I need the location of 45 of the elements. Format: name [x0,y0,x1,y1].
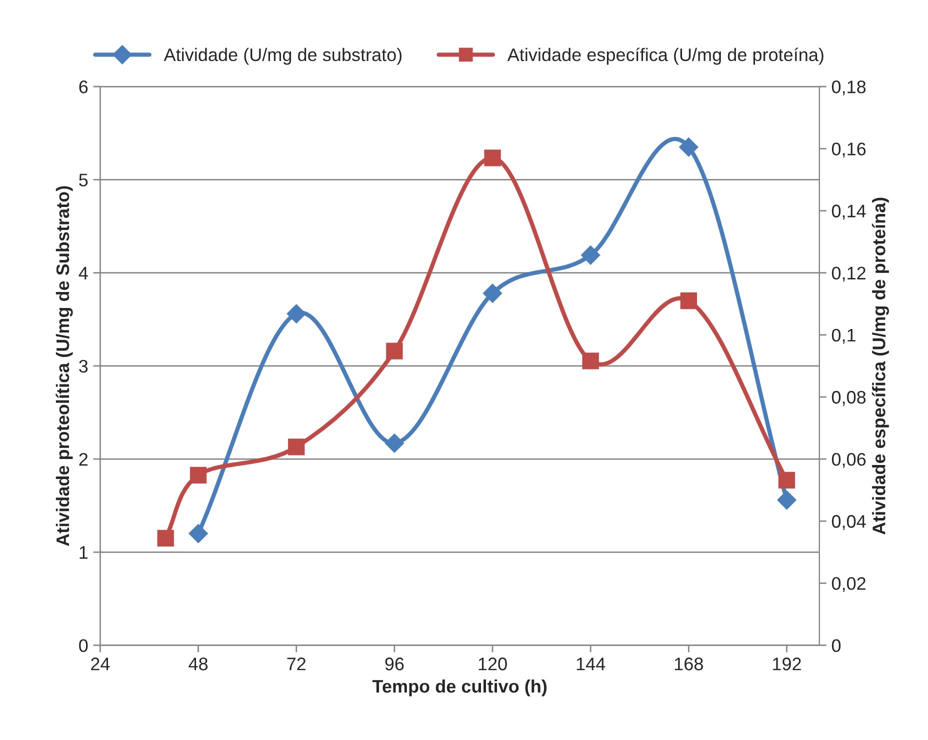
x-tick-label: 72 [287,658,306,670]
point [188,524,208,544]
x-tick-label: 24 [91,658,110,670]
point [582,352,599,370]
y2-tick-label: 0,12 [832,266,866,282]
point [386,342,403,360]
y-tick-label: 6 [79,80,88,94]
point [679,138,698,157]
point [286,304,306,324]
y2-tick-label: 0,14 [832,204,866,220]
point [777,490,796,510]
y-tick-label: 0 [79,639,88,652]
y2-tick-label: 0,04 [832,515,866,530]
point [482,284,502,303]
x-tick-label: 48 [188,658,208,670]
y2-tick-label: 0,02 [832,577,866,592]
y-tick-label: 3 [79,360,88,373]
y2-axis-title: Atividade específica (U/mg de proteína) [872,198,889,535]
x-tick-label: 96 [385,658,404,670]
y-tick-label: 2 [79,452,88,466]
y2-tick-label: 0,1 [832,328,856,344]
legend-label: Atividade (U/mg de substrato) [164,48,402,65]
y2-tick-label: 0,16 [832,142,866,158]
y-tick-label: 4 [78,266,88,280]
y2-tick-label: 0 [832,639,841,652]
y-axis-title: Atividade proteolítica (U/mg de Substrato) [56,186,73,546]
x-tick-label: 192 [773,658,801,670]
y2-tick-label: 0,06 [832,452,866,468]
y-tick-label: 1 [80,546,88,559]
point [680,292,697,310]
point [384,434,404,453]
point [157,530,174,547]
point [288,438,305,456]
x-tick-label: 168 [674,658,703,670]
point [190,466,207,484]
point [778,472,796,488]
x-tick-label: 120 [478,658,507,670]
y-tick-label: 5 [79,174,88,186]
x-tick-label: 144 [576,658,606,670]
x-axis-title: Tempo de cultivo (h) [372,679,547,696]
y2-tick-label: 0,18 [832,80,866,96]
point [484,150,501,166]
legend-label: Atividade específica (U/mg de proteína) [507,48,824,65]
point [581,246,600,265]
y2-tick-label: 0,08 [832,390,866,406]
